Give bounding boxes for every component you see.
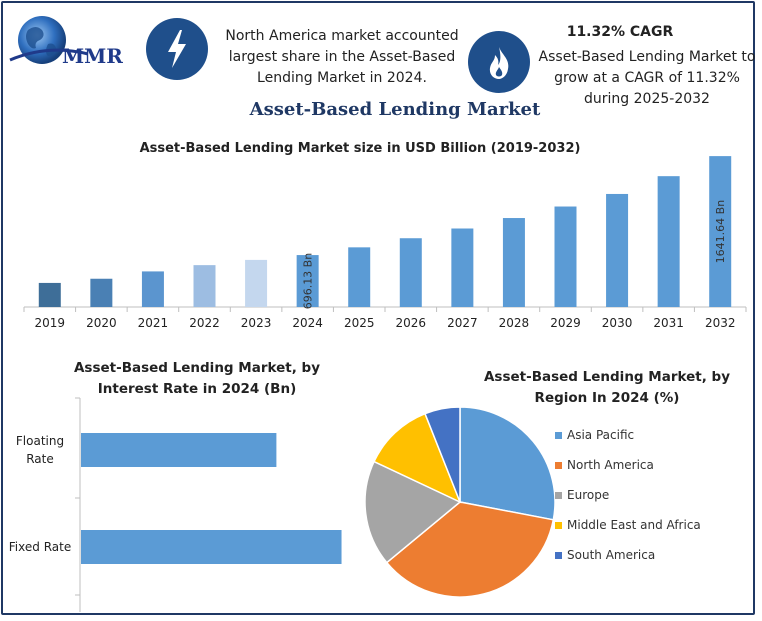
flame-badge xyxy=(468,31,530,93)
legend-label: Europe xyxy=(567,488,609,502)
legend-label: Middle East and Africa xyxy=(567,518,701,532)
legend-swatch xyxy=(555,492,562,499)
bar-2023 xyxy=(245,259,268,307)
bar-chart-title: Asset-Based Lending Market size in USD B… xyxy=(139,141,581,156)
hbar-category-line: Fixed Rate xyxy=(9,540,71,554)
interest-rate-bar-chart: Floating Rate Fixed Rate xyxy=(9,397,342,612)
info-right-line-3: during 2025-2032 xyxy=(584,91,710,107)
lightning-icon xyxy=(168,30,186,68)
flame-icon xyxy=(489,47,509,79)
pie-slice-south-america xyxy=(424,406,461,503)
bar-2026 xyxy=(399,238,422,307)
cagr-title: 11.32% CAGR xyxy=(566,24,674,40)
hbar-category-label: Fixed Rate xyxy=(9,540,71,554)
legend-swatch xyxy=(555,522,562,529)
hbar-category-line: Rate xyxy=(26,452,54,466)
bar-2020 xyxy=(90,278,113,307)
logo-text: MMR xyxy=(62,44,123,68)
info-right-line-1: Asset-Based Lending Market to xyxy=(538,49,756,65)
bar-2024 xyxy=(296,255,319,307)
bar-tick-label-2024: 2024 xyxy=(292,316,323,330)
bar-2029 xyxy=(554,206,577,307)
bar-tick-label-2030: 2030 xyxy=(602,316,633,330)
info-left-line-3: Lending Market in 2024. xyxy=(257,70,427,86)
legend-label: Asia Pacific xyxy=(567,428,634,442)
bar-tick-label-2020: 2020 xyxy=(86,316,117,330)
bar-tick-label-2025: 2025 xyxy=(344,316,375,330)
pie-slice-north-america xyxy=(385,501,555,598)
bar-2032 xyxy=(709,156,732,307)
bar-tick-label-2021: 2021 xyxy=(138,316,169,330)
bar-tick-label-2029: 2029 xyxy=(550,316,581,330)
legend-label: North America xyxy=(567,458,654,472)
legend-label: South America xyxy=(567,548,655,562)
market-size-bar-chart: 2019 2020 2021 2022 2023 2024 696.13 Bn 2025 202… xyxy=(23,156,747,330)
bar-data-label-2024: 696.13 Bn xyxy=(302,253,315,310)
bar-tick-label-2026: 2026 xyxy=(396,316,427,330)
bar-tick-label-2028: 2028 xyxy=(499,316,530,330)
info-north-america: North America market accounted largest s… xyxy=(222,26,462,89)
bar-2021 xyxy=(141,271,164,307)
interest-rate-chart-title: Asset-Based Lending Market, by Interest … xyxy=(73,360,321,397)
bar-tick-label-2031: 2031 xyxy=(653,316,684,330)
info-left-line-1: North America market accounted xyxy=(225,28,459,44)
bar-tick-label-2019: 2019 xyxy=(35,316,66,330)
bar-2030 xyxy=(606,193,629,307)
legend-swatch xyxy=(555,432,562,439)
mmr-globe-logo xyxy=(9,16,89,64)
hbar-category-line: Floating xyxy=(16,434,64,448)
pie-slice-europe xyxy=(364,460,462,564)
info-right-line-2: grow at a CAGR of 11.32% xyxy=(554,70,740,86)
hbar-category-label: Floating Rate xyxy=(16,434,64,466)
hbar-floating-rate xyxy=(81,433,277,467)
pie-slice-middle-east-and-africa xyxy=(373,412,462,504)
legend-swatch xyxy=(555,462,562,469)
region-pie-chart: Asia Pacific North America Europe Middle Ea… xyxy=(364,406,701,598)
info-cagr: Asset-Based Lending Market to grow at a … xyxy=(538,47,756,110)
bar-tick-label-2027: 2027 xyxy=(447,316,478,330)
main-title: Asset-Based Lending Market xyxy=(249,99,541,120)
bar-tick-label-2022: 2022 xyxy=(189,316,220,330)
bar-tick-label-2023: 2023 xyxy=(241,316,272,330)
bar-2025 xyxy=(348,247,371,307)
region-chart-title: Asset-Based Lending Market, by Region In… xyxy=(483,369,731,406)
pie-slice-asia-pacific xyxy=(459,406,556,521)
info-left-line-2: largest share in the Asset-Based xyxy=(228,49,456,65)
bar-2031 xyxy=(657,176,680,307)
lightning-badge xyxy=(146,18,208,80)
bar-tick-label-2032: 2032 xyxy=(705,316,736,330)
legend-swatch xyxy=(555,552,562,559)
bar-2019 xyxy=(38,282,61,307)
bar-2028 xyxy=(502,218,525,307)
bar-2022 xyxy=(193,265,216,307)
bar-2027 xyxy=(451,228,474,307)
bar-data-label-2032: 1641.64 Bn xyxy=(714,200,727,264)
hbar-fixed-rate xyxy=(81,530,342,564)
